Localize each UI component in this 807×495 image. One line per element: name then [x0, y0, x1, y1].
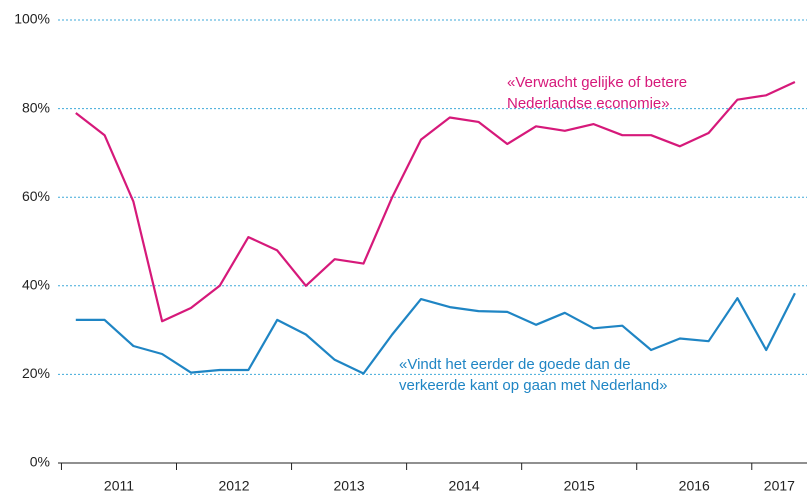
x-tick-label: 2014 [449, 478, 480, 494]
y-tick-label: 20% [22, 365, 50, 381]
y-tick-label: 60% [22, 188, 50, 204]
series-line [75, 292, 796, 375]
annotation: verkeerde kant op gaan met Nederland» [399, 377, 668, 394]
x-tick-label: 2016 [679, 478, 710, 494]
y-tick-label: 0% [30, 454, 50, 470]
x-tick-label: 2012 [218, 478, 249, 494]
y-tick-label: 100% [14, 11, 50, 27]
annotation: «Verwacht gelijke of betere [507, 74, 687, 91]
y-tick-label: 40% [22, 277, 50, 293]
x-tick-label: 2017 [764, 478, 795, 494]
x-tick-label: 2015 [564, 478, 595, 494]
annotation: Nederlandse economie» [507, 95, 670, 112]
x-tick-label: 2011 [104, 478, 134, 494]
x-tick-label: 2013 [334, 478, 365, 494]
y-tick-label: 80% [22, 99, 50, 115]
annotation: «Vindt het eerder de goede dan de [399, 356, 631, 373]
series-line [75, 81, 796, 323]
